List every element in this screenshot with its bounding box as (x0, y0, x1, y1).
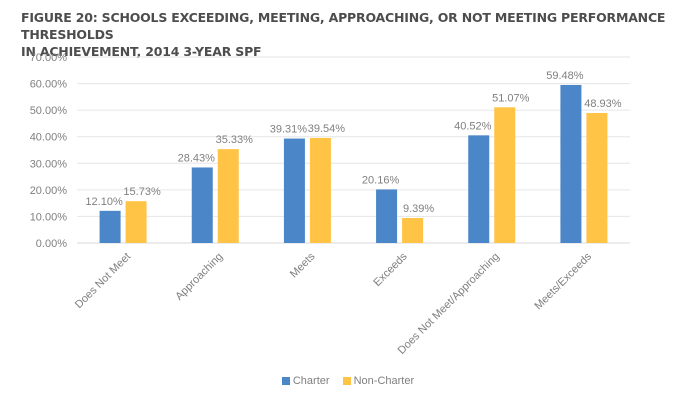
data-label: 20.16% (362, 174, 400, 186)
data-labels: 12.10%15.73% 28.43%35.33% 39.31% 39.54% 20.1… (85, 70, 621, 215)
data-label: 59.48% (546, 70, 584, 82)
data-label: 28.43% (178, 152, 216, 164)
data-label: 15.73% (123, 186, 161, 198)
y-tick-label: 50.00% (30, 105, 68, 117)
x-axis-categories: Does Not Meet Approaching Meets ExceedsDoes… (73, 250, 595, 357)
bar-non-charter-0 (125, 201, 147, 243)
y-tick-label: 70.00% (30, 52, 68, 64)
x-category-label: Meets (288, 250, 318, 280)
x-category-label: Does Not Meet (73, 251, 133, 311)
data-label: 51.07% (492, 92, 530, 104)
figure-title-line-1: FIGURE 20: SCHOOLS EXCEEDING, MEETING, A… (21, 10, 666, 42)
y-axis-ticks: 0.00% 10.00% 20.00% 30.00% 40.00% 50.00% 60.00… (30, 52, 68, 250)
bar-non-charter-2 (309, 137, 331, 243)
bar-non-charter-1 (217, 149, 239, 243)
legend: Charter Non-Charter (0, 375, 696, 388)
data-label: 40.52% (454, 120, 492, 132)
y-tick-label: 30.00% (30, 158, 68, 170)
data-label: 12.10% (85, 196, 123, 208)
data-label: 9.39% (403, 203, 434, 215)
x-category-label: Approaching (173, 251, 225, 303)
x-category-label: Does Not Meet/Approaching (396, 251, 502, 357)
bar-charter-5 (560, 84, 582, 243)
bar-charter-1 (191, 167, 213, 243)
bar-non-charter-3 (402, 218, 424, 243)
y-tick-label: 60.00% (30, 79, 68, 91)
legend-item-non-charter: Non-Charter (342, 375, 415, 387)
y-tick-label: 20.00% (30, 185, 68, 197)
bar-non-charter-4 (494, 107, 516, 243)
figure-title-line-2: IN ACHIEVEMENT, 2014 3-YEAR SPF (21, 44, 262, 59)
data-label: 35.33% (216, 134, 254, 146)
legend-label-non-charter: Non-Charter (353, 375, 415, 387)
gridlines (77, 56, 630, 244)
y-tick-label: 40.00% (30, 132, 68, 144)
legend-swatch-non-charter (342, 377, 351, 385)
bar-charter-2 (283, 138, 305, 243)
legend-label-charter: Charter (292, 375, 330, 387)
legend-item-charter: Charter (281, 375, 330, 387)
x-category-label: Meets/Exceeds (532, 250, 594, 312)
y-tick-label: 0.00% (36, 238, 67, 250)
bar-non-charter-5 (586, 112, 608, 244)
data-label: 48.93% (584, 98, 622, 110)
y-tick-label: 10.00% (30, 211, 68, 223)
bar-charter-3 (376, 189, 398, 243)
figure-title: FIGURE 20: SCHOOLS EXCEEDING, MEETING, A… (21, 9, 691, 60)
bar-charter-0 (99, 210, 121, 243)
x-category-label: Exceeds (371, 250, 410, 289)
data-label: 39.54% (308, 123, 346, 135)
data-label: 39.31% (270, 124, 308, 136)
bars (99, 84, 608, 244)
legend-swatch-charter (281, 377, 290, 385)
bar-charter-4 (468, 135, 490, 243)
